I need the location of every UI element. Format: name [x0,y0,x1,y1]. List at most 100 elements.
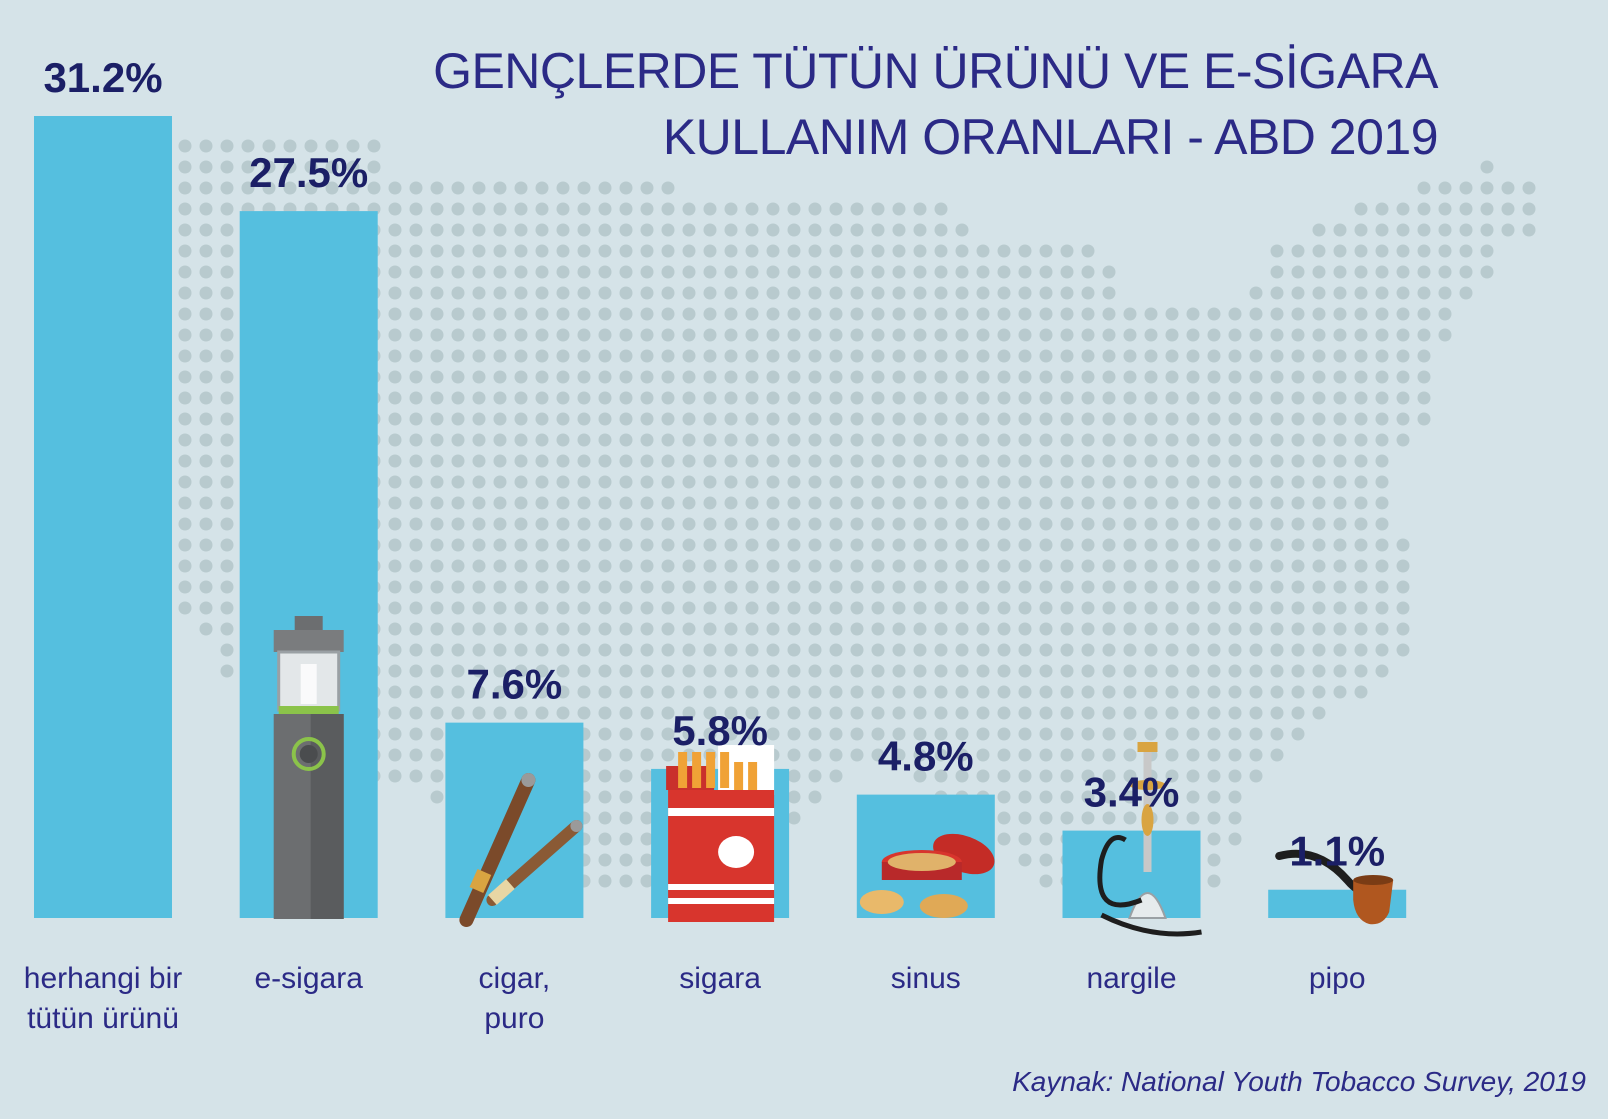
map-dot [661,538,675,552]
map-dot [850,349,864,363]
map-dot [451,601,465,615]
map-dot [871,643,885,657]
map-dot [1060,811,1074,825]
map-dot [703,454,717,468]
map-dot [1228,769,1242,783]
map-dot [1522,223,1536,237]
value-labels: 31.2% 27.5% 7.6% 5.8% 4.8% 3.4% 1.1% [43,54,1385,875]
map-dot [367,160,381,174]
map-dot [682,664,696,678]
hookah-icon [1097,742,1202,937]
map-dot [703,685,717,699]
map-dot [1207,370,1221,384]
map-dot [409,517,423,531]
map-dot [1081,349,1095,363]
map-dot [535,391,549,405]
map-dot [1270,580,1284,594]
map-dot [1186,811,1200,825]
category-label: pipo [1309,962,1366,995]
map-dot [1123,664,1137,678]
map-dot [955,244,969,258]
map-dot [1249,559,1263,573]
map-dot [661,748,675,762]
map-dot [220,160,234,174]
map-dot [892,475,906,489]
map-dot [850,622,864,636]
map-dot [1249,643,1263,657]
map-dot [1039,328,1053,342]
map-dot [724,244,738,258]
map-dot [430,433,444,447]
map-dot [220,622,234,636]
map-dot [1354,622,1368,636]
map-dot [1270,517,1284,531]
map-dot [388,307,402,321]
map-dot [556,559,570,573]
map-dot [871,496,885,510]
map-dot [514,286,528,300]
map-dot [1375,496,1389,510]
map-dot [1123,454,1137,468]
map-dot [1375,328,1389,342]
map-dot [619,706,633,720]
map-dot [1354,370,1368,384]
map-dot [199,475,213,489]
map-dot [724,601,738,615]
map-dot [871,391,885,405]
map-dot [619,685,633,699]
map-dot [556,391,570,405]
map-dot [871,475,885,489]
map-dot [514,181,528,195]
snus-tin-icon [859,833,995,918]
map-dot [220,433,234,447]
map-dot [850,748,864,762]
map-dot [682,601,696,615]
map-dot [1249,538,1263,552]
map-dot [661,685,675,699]
map-dot [1165,643,1179,657]
map-dot [409,559,423,573]
map-dot [1186,412,1200,426]
map-dot [1018,790,1032,804]
map-dot [871,517,885,531]
map-dot [1144,559,1158,573]
map-dot [745,664,759,678]
map-dot [1270,265,1284,279]
map-dot [1480,181,1494,195]
map-dot [997,496,1011,510]
map-dot [241,139,255,153]
map-dot [997,706,1011,720]
map-dot [1123,643,1137,657]
map-dot [598,391,612,405]
map-dot [1081,454,1095,468]
map-dot [1396,223,1410,237]
map-dot [1081,580,1095,594]
map-dot [1207,769,1221,783]
map-dot [1207,853,1221,867]
map-dot [619,538,633,552]
map-dot [724,664,738,678]
map-dot [619,370,633,384]
map-dot [1144,496,1158,510]
map-dot [1207,496,1221,510]
map-dot [1165,769,1179,783]
map-dot [1333,580,1347,594]
map-dot [1144,685,1158,699]
map-dot [1480,265,1494,279]
map-dot [220,391,234,405]
map-dot [955,496,969,510]
map-dot [1480,202,1494,216]
map-dot [451,559,465,573]
map-dot [1228,580,1242,594]
map-dot [997,286,1011,300]
map-dot [1228,706,1242,720]
map-dot [1375,475,1389,489]
map-dot [451,538,465,552]
map-dot [766,244,780,258]
map-dot [955,328,969,342]
map-dot [1039,433,1053,447]
map-dot [577,517,591,531]
map-dot [430,643,444,657]
map-dot [598,601,612,615]
map-dot [997,475,1011,489]
